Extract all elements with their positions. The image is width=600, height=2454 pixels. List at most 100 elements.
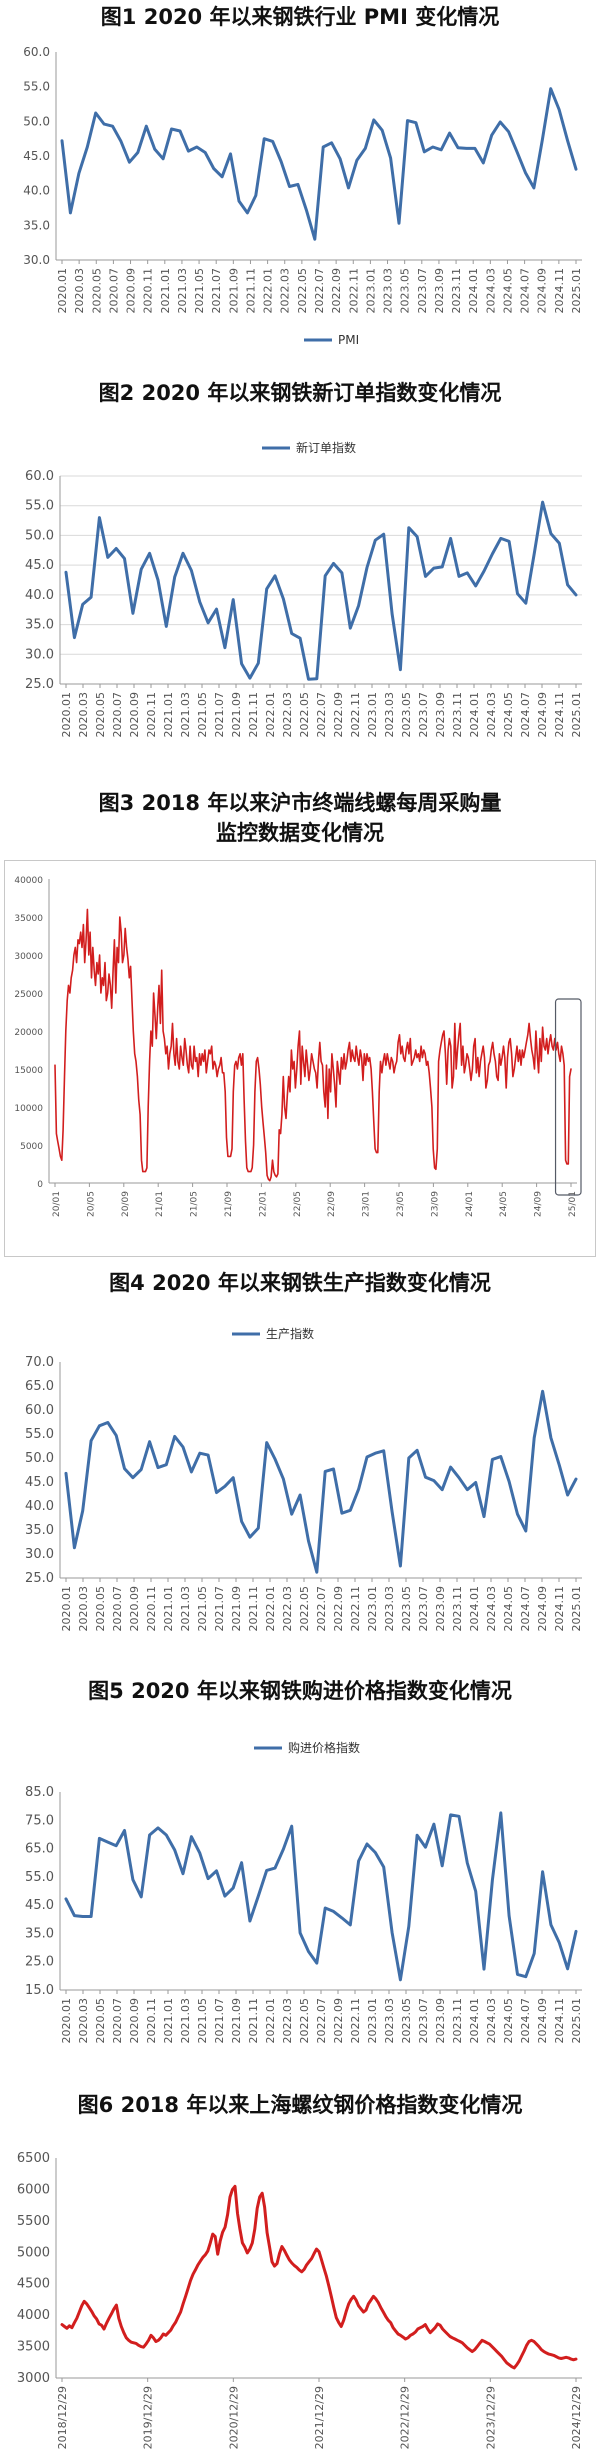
chart1-y-tick-label: 35.0 <box>23 218 50 232</box>
chart4-y-tick-label: 45.0 <box>25 1475 54 1490</box>
chart4-x-tick-label: 2022.03 <box>281 1586 294 1632</box>
chart2-y-tick-label: 45.0 <box>25 558 54 573</box>
chart1-y-tick-label: 50.0 <box>23 114 50 128</box>
chart1-x-tick-label: 2021.05 <box>193 268 206 314</box>
chart5-y-tick-label: 75.0 <box>25 1813 54 1828</box>
chart4-y-tick-label: 35.0 <box>25 1523 54 1538</box>
chart5-y-tick-label: 25.0 <box>25 1955 54 1970</box>
chart5-x-tick-label: 2024.09 <box>536 1998 549 2044</box>
chart2-x-tick-label: 2024.01 <box>468 692 481 738</box>
chart4-x-tick-label: 2024.09 <box>536 1586 549 1632</box>
chart1-x-tick-label: 2020.01 <box>56 268 69 314</box>
chart1-y-tick-label: 60.0 <box>23 45 50 59</box>
chart6-y-tick-label: 5000 <box>17 2245 50 2260</box>
chart2-x-tick-label: 2023.03 <box>383 692 396 738</box>
chart4-x-tick-label: 2022.11 <box>349 1586 362 1632</box>
chart3-highlight-box <box>554 998 582 1196</box>
chart6-y-tick-label: 3500 <box>17 2340 50 2355</box>
chart2-x-tick-label: 2024.07 <box>519 692 532 738</box>
chart5-y-tick-label: 65.0 <box>25 1842 54 1857</box>
chart5-x-tick-label: 2021.11 <box>247 1998 260 2044</box>
chart5-x-tick-label: 2024.05 <box>502 1998 515 2044</box>
chart1-x-tick-label: 2024.03 <box>484 268 497 314</box>
chart4-x-tick-label: 2020.01 <box>60 1586 73 1632</box>
chart5-x-tick-label: 2023.09 <box>434 1998 447 2044</box>
chart1-svg: 60.0 55.0 50.0 45.0 40.0 35.0 30.0 2020.01 2020.… <box>23 45 583 347</box>
chart5-x-tick-label: 2021.01 <box>162 1998 175 2044</box>
chart2-x-tick-label: 2023.09 <box>434 692 447 738</box>
chart6-series-line <box>60 2184 578 2370</box>
chart2-y-tick-label: 55.0 <box>25 499 54 514</box>
chart3-y-tick-label: 10000 <box>14 1104 43 1114</box>
chart5-x-tick-label: 2023.11 <box>451 1998 464 2044</box>
chart2-x-tick-label: 2022.11 <box>349 692 362 738</box>
chart5-x-tick-label: 2021.09 <box>230 1998 243 2044</box>
chart4-x-tick-label: 2020.05 <box>94 1586 107 1632</box>
chart4-y-tick-label: 55.0 <box>25 1427 54 1442</box>
chart2-x-tick-label: 2024.09 <box>536 692 549 738</box>
chart5-y-tick-label: 55.0 <box>25 1870 54 1885</box>
chart4-x-tick-label: 2022.07 <box>315 1586 328 1632</box>
chart4-x-tick-label: 2023.07 <box>417 1586 430 1632</box>
chart1-x-tick-label: 2024.05 <box>501 268 514 314</box>
chart4-y-tick-label: 50.0 <box>25 1451 54 1466</box>
chart1-x-tick-label: 2023.03 <box>382 268 395 314</box>
chart4-legend-label: 生产指数 <box>266 1326 314 1341</box>
chart4-x-tick-label: 2023.01 <box>366 1586 379 1632</box>
chart5-x-tick-label: 2025.01 <box>570 1998 583 2044</box>
chart2-y-tick-label: 25.0 <box>25 677 54 692</box>
chart4-x-tick-label: 2024.01 <box>468 1586 481 1632</box>
chart4-x-tick-label: 2024.05 <box>502 1586 515 1632</box>
chart2-x-tick-label: 2023.05 <box>400 692 413 738</box>
chart1-x-tick-label: 2023.05 <box>399 268 412 314</box>
chart3-y-tick-label: 35000 <box>14 914 43 924</box>
chart4-x-tick-label: 2021.05 <box>196 1586 209 1632</box>
chart5-x-tick-label: 2021.05 <box>196 1998 209 2044</box>
chart5-x-tick-label: 2021.03 <box>179 1998 192 2044</box>
chart3-x-tick-label: 22/01 <box>258 1191 268 1217</box>
chart1-x-tick-label: 2022.01 <box>262 268 275 314</box>
chart5-series-line <box>64 1811 578 1982</box>
chart1-y-tick-label: 45.0 <box>23 149 50 163</box>
chart6-x-tick-label: 2019/12/29 <box>142 2386 155 2449</box>
chart1-x-tick-label: 2024.09 <box>536 268 549 314</box>
chart4-title: 图4 2020 年以来钢铁生产指数变化情况 <box>109 1271 491 1295</box>
chart2-x-tick-label: 2023.07 <box>417 692 430 738</box>
chart3-svg: 40000 35000 30000 25000 20000 15000 10000 5000 0… <box>14 876 582 1217</box>
chart5-x-tick-label: 2022.03 <box>281 1998 294 2044</box>
chart2-svg: 60.0 55.0 50.0 45.0 40.0 35.0 30.0 25.0 2020.01 2… <box>25 440 583 738</box>
chart5-y-tick-label: 45.0 <box>25 1898 54 1913</box>
chart5-legend-label: 购进价格指数 <box>288 1740 360 1755</box>
chart3-x-tick-label: 24/09 <box>534 1191 544 1217</box>
chart4-x-tick-label: 2022.09 <box>332 1586 345 1632</box>
chart1-x-tick-label: 2021.01 <box>159 268 172 314</box>
chart2-x-tick-label: 2022.03 <box>281 692 294 738</box>
chart4-x-tick-label: 2022.01 <box>264 1586 277 1632</box>
chart2-x-tick-label: 2022.05 <box>298 692 311 738</box>
chart1-title: 图1 2020 年以来钢铁行业 PMI 变化情况 <box>100 5 500 29</box>
chart5-x-tick-label: 2020.03 <box>77 1998 90 2044</box>
chart5-svg: 85.0 75.0 65.0 55.0 45.0 35.0 25.0 15.0 2020.01 2… <box>25 1740 583 2044</box>
chart2-x-tick-label: 2023.11 <box>451 692 464 738</box>
chart4-x-tick-label: 2020.07 <box>111 1586 124 1632</box>
chart3-y-tick-label: 5000 <box>20 1142 43 1152</box>
chart2-x-tick-label: 2021.01 <box>162 692 175 738</box>
chart1-x-tick-label: 2021.11 <box>244 268 257 314</box>
chart1-x-tick-label: 2024.01 <box>467 268 480 314</box>
chart5-x-tick-label: 2020.11 <box>145 1998 158 2044</box>
chart2-x-tick-label: 2021.03 <box>179 692 192 738</box>
chart6-x-tick-label: 2024/12/29 <box>570 2386 583 2449</box>
chart4-y-tick-label: 30.0 <box>25 1547 54 1562</box>
chart3-x-tick-label: 23/05 <box>396 1191 406 1217</box>
chart3-x-tick-label: 24/05 <box>499 1191 509 1217</box>
chart3-x-tick-label: 22/05 <box>293 1191 303 1217</box>
chart5-x-tick-label: 2020.05 <box>94 1998 107 2044</box>
chart6-y-tick-label: 4000 <box>17 2308 50 2323</box>
chart2-x-tick-label: 2021.05 <box>196 692 209 738</box>
chart5-x-tick-label: 2024.07 <box>519 1998 532 2044</box>
chart3-x-tick-label: 20/09 <box>121 1191 131 1217</box>
chart2-y-tick-label: 30.0 <box>25 647 54 662</box>
chart5-panel: 85.0 75.0 65.0 55.0 45.0 35.0 25.0 15.0 2020.01 2… <box>4 1714 596 2074</box>
chart1-x-tick-label: 2020.05 <box>90 268 103 314</box>
